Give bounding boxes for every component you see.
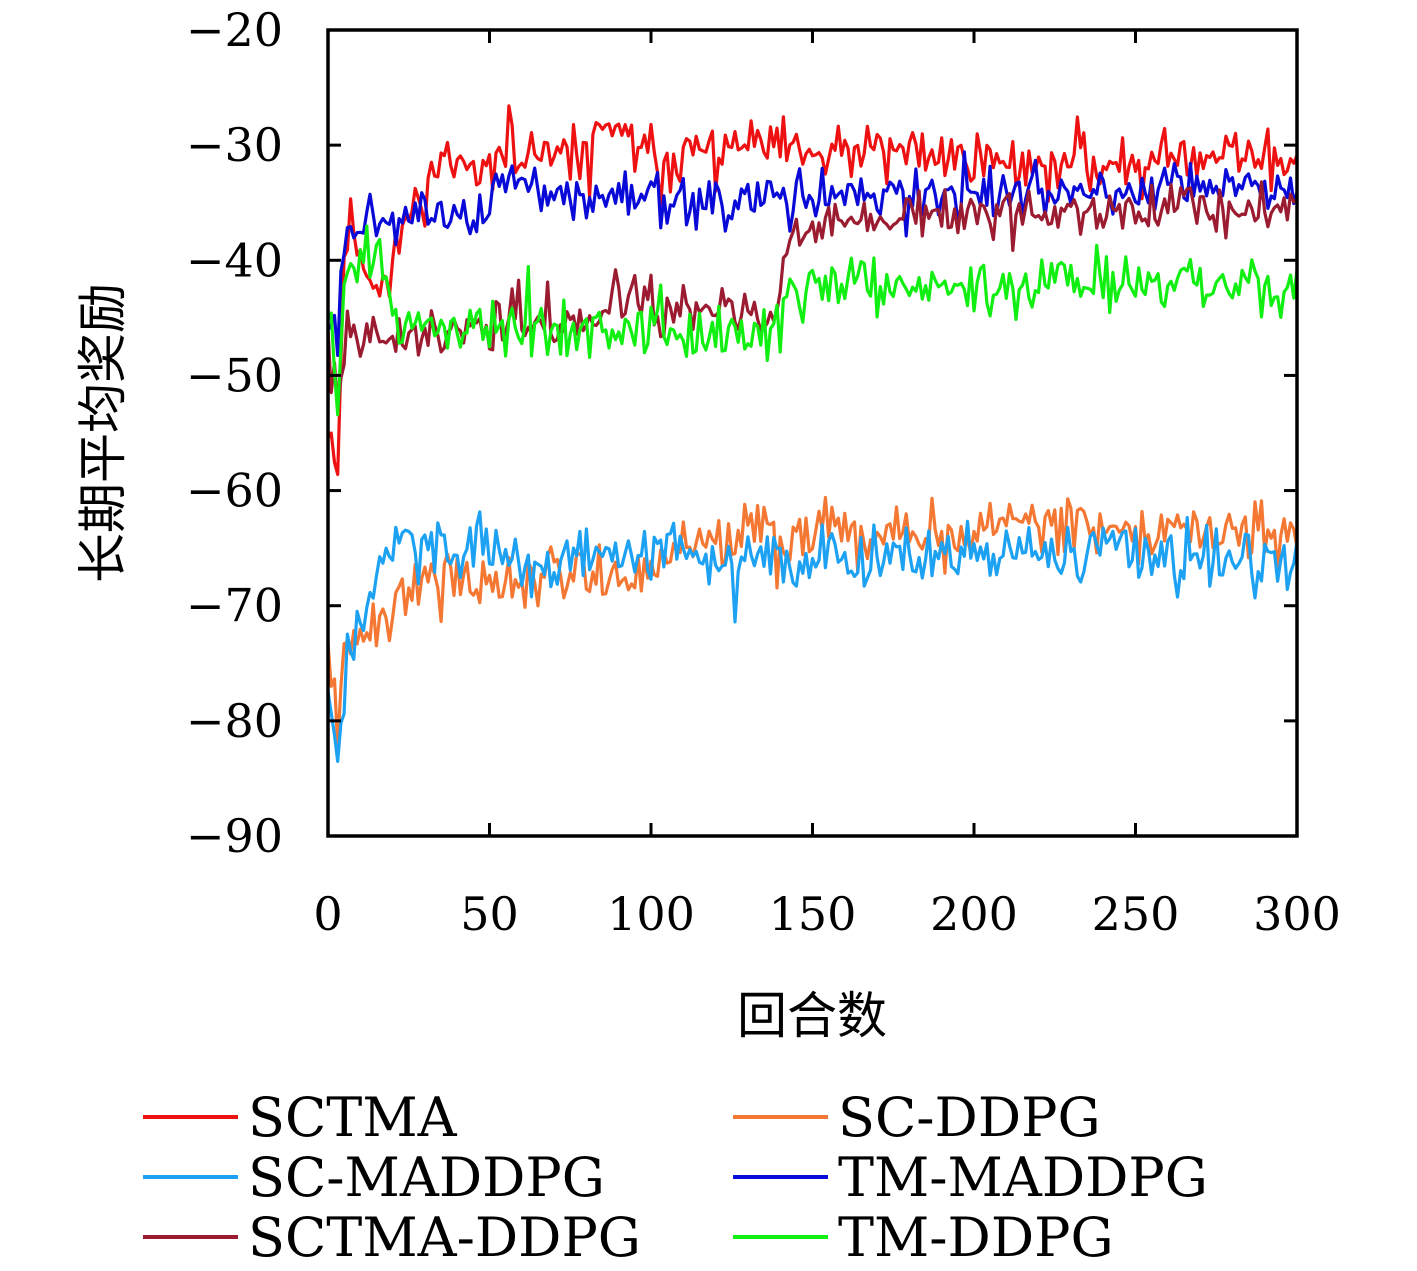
y-tick-label: −30: [186, 118, 283, 172]
series-line-sc-maddpg: [326, 510, 1299, 764]
series-line-tm-maddpg: [326, 150, 1299, 357]
legend-label: SC-DDPG: [838, 1086, 1101, 1149]
legend-label: SCTMA-DDPG: [248, 1206, 641, 1266]
series-lines: [326, 104, 1299, 764]
y-tick-label: −70: [186, 579, 283, 633]
legend-label: TM-MADDPG: [838, 1146, 1208, 1209]
x-tick-label: 150: [769, 887, 857, 941]
x-tick-label: 200: [930, 887, 1018, 941]
y-tick-label: −60: [186, 464, 283, 518]
legend: SCTMA SC-DDPG SC-MADDPG TM-MADDPG SCTMA-DDPG…: [143, 1086, 1208, 1269]
series-line-sctma-ddpg: [326, 180, 1298, 413]
legend-label: SCTMA: [248, 1086, 458, 1149]
x-tick-label: 50: [460, 887, 519, 941]
y-axis-title: 长期平均奖励: [74, 283, 132, 583]
series-line-tm-ddpg: [326, 224, 1299, 417]
legend-label: TM-DDPG: [838, 1206, 1114, 1266]
x-axis-title: 回合数: [737, 987, 887, 1045]
y-tick-label: −20: [186, 3, 283, 57]
series-line-sc-ddpg: [326, 495, 1299, 749]
x-tick-label: 0: [313, 887, 342, 941]
x-tick-label: 300: [1253, 887, 1341, 941]
y-tick-label: −40: [186, 233, 283, 287]
legend-label: SC-MADDPG: [248, 1146, 605, 1209]
y-tick-label: −80: [186, 694, 283, 748]
x-tick-label: 100: [607, 887, 695, 941]
x-tick-label: 250: [1092, 887, 1180, 941]
axis-ticks: 0 50 100 150 200 250 300 −20 −30 −40 −50 −60 −70 −80 −…: [186, 3, 1341, 941]
series-line-sctma: [326, 104, 1299, 477]
y-tick-label: −50: [186, 348, 283, 402]
y-tick-label: −90: [186, 809, 283, 863]
